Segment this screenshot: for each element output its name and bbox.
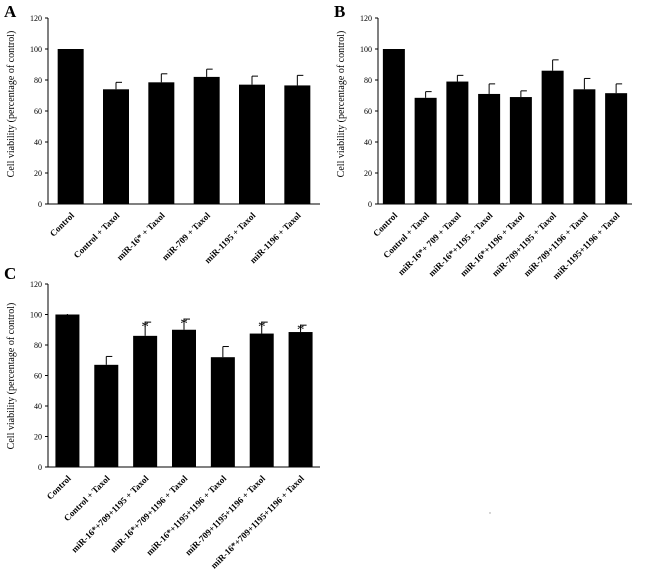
panel-b-bar (605, 93, 628, 204)
panel-c-category-label: miR-709+1195+1196 + Taxol (183, 473, 267, 557)
panel-a-bar (103, 89, 129, 204)
panel-b-bar (382, 49, 405, 204)
panel-b-y-tick-label: 60 (364, 107, 372, 116)
panel-b-bar (541, 70, 564, 204)
panel-b-y-tick-label: 0 (368, 200, 372, 209)
panel-c-category-label: miR-16*+709+1196 + Taxol (108, 473, 190, 555)
panel-a-category-label: Control (48, 210, 77, 239)
panel-c: C Cell viability (percentage of control)… (4, 264, 320, 571)
panel-b-y-tick-label: 80 (364, 76, 372, 85)
panel-a-y-tick-label: 80 (34, 76, 42, 85)
panel-c-y-axis-label: Cell viability (percentage of control) (6, 303, 17, 450)
panel-a-bar (148, 82, 175, 204)
panel-b-y-tick-label: 120 (360, 14, 372, 23)
panel-c-category-label: miR-16*+1195+1196 + Taxol (144, 473, 228, 557)
panel-c-bar (94, 364, 119, 467)
panel-b-y-tick-label: 40 (364, 138, 372, 147)
panel-b-y-tick-label: 100 (360, 45, 372, 54)
panel-c-bar (55, 314, 80, 467)
panel-c-y-tick-label: 80 (34, 341, 42, 350)
panel-c-bar (210, 357, 235, 467)
panel-a-y-tick-label: 40 (34, 138, 42, 147)
panel-c-bar (133, 335, 158, 467)
panel-c-category-label: Control (45, 473, 74, 502)
panel-a-y-tick-label: 60 (34, 107, 42, 116)
panel-a-y-tick-label: 20 (34, 169, 42, 178)
panel-c-y-tick-label: 120 (30, 280, 42, 289)
panel-b-bar (478, 93, 501, 204)
panel-c-significance-star: * (180, 316, 188, 332)
panel-c-significance-star: * (258, 319, 266, 335)
panel-a-bar (57, 49, 84, 204)
panel-a-category-label: miR-709 + Taxol (160, 210, 212, 262)
panel-c-significance-star: * (141, 319, 149, 335)
panel-a-y-axis-label: Cell viability (percentage of control) (6, 31, 17, 178)
panel-a-y-tick-label: 100 (30, 45, 42, 54)
panel-c-bar (249, 333, 274, 467)
panel-c-significance-star: * (64, 312, 72, 328)
panel-b-bar (414, 97, 437, 204)
panel-a-bar (239, 84, 265, 204)
panel-b-bar (573, 89, 596, 204)
speck-dot (489, 512, 491, 514)
panel-c-y-tick-label: 20 (34, 433, 42, 442)
panel-c-y-tick-label: 100 (30, 311, 42, 320)
panel-c-y-tick-label: 40 (34, 402, 42, 411)
panel-c-y-tick-label: 60 (34, 372, 42, 381)
panel-a-y-tick-label: 0 (38, 200, 42, 209)
panel-a-bar (284, 85, 311, 204)
panel-c-bar (172, 329, 196, 467)
panel-a-category-label: Control + Taxol (72, 210, 122, 260)
panel-b-bar (509, 97, 532, 204)
panel-b: B Cell viability (percentage of control)… (334, 2, 632, 281)
panel-c-letter: C (4, 264, 16, 283)
panel-a-letter: A (4, 2, 17, 21)
panel-a-bar (193, 76, 220, 204)
panel-a-category-label: miR-16* + Taxol (115, 210, 167, 262)
panel-b-category-label: Control (371, 210, 400, 239)
panel-a-y-tick-label: 120 (30, 14, 42, 23)
panel-c-category-label: miR-16*+709+1195 + Taxol (69, 473, 151, 555)
panel-b-y-tick-label: 20 (364, 169, 372, 178)
panel-b-y-axis-label: Cell viability (percentage of control) (336, 31, 347, 178)
panel-c-significance-star: * (297, 322, 305, 338)
panel-a: A Cell viability (percentage of control)… (4, 2, 320, 265)
panel-c-y-tick-label: 0 (38, 463, 42, 472)
panel-b-bar (446, 81, 469, 204)
panel-c-bar (288, 332, 313, 467)
panel-b-letter: B (334, 2, 345, 21)
